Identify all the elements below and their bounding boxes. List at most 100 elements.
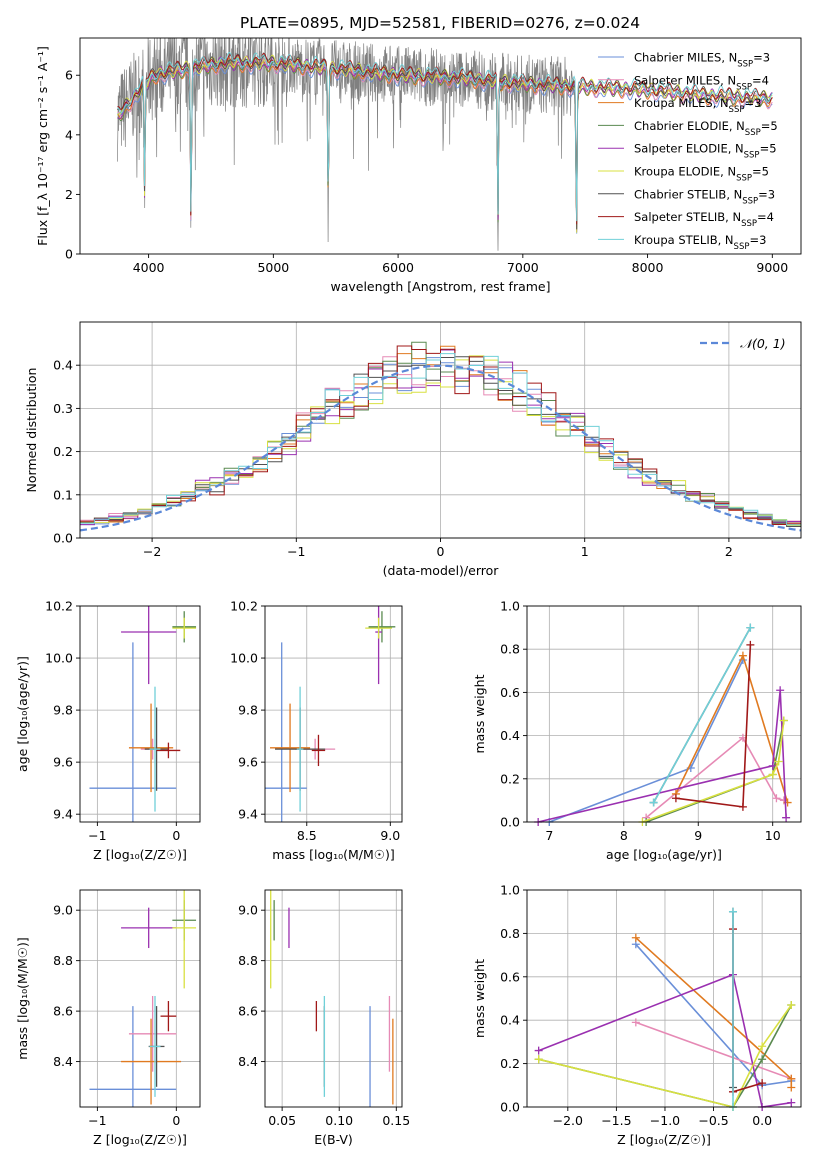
y-tick-label: 0.6 bbox=[500, 685, 520, 700]
age_vs_Z-frame bbox=[79, 605, 201, 823]
y-tick-label: 8.8 bbox=[238, 953, 258, 968]
weight-line-kroupa-miles bbox=[675, 653, 789, 803]
errorbar-salpeter-stelib bbox=[160, 1001, 177, 1032]
y-axis-label: Flux [f_λ 10⁻¹⁷ erg cm⁻² s⁻¹ A⁻¹] bbox=[35, 46, 50, 246]
weight_vs_age-frame bbox=[526, 605, 802, 823]
x-tick-label: 0 bbox=[437, 544, 445, 559]
y-tick-label: 0.8 bbox=[500, 642, 520, 657]
spectrum-model-salpeter-stelib bbox=[117, 53, 773, 225]
x-axis-label: wavelength [Angstrom, rest frame] bbox=[330, 279, 550, 294]
legend-entry-kroupa-elodie: Kroupa ELODIE, NSSP=5 bbox=[634, 165, 769, 184]
x-tick-label: 8000 bbox=[632, 260, 664, 275]
y-tick-label: 4 bbox=[65, 127, 73, 142]
y-tick-label: 9.8 bbox=[238, 703, 258, 718]
x-tick-label: 5000 bbox=[257, 260, 289, 275]
residuals-frame bbox=[79, 321, 802, 539]
weight-line-kroupa-elodie bbox=[642, 720, 785, 822]
weight-marker-salpeter-elodie bbox=[782, 813, 791, 822]
x-tick-label: 8.5 bbox=[297, 828, 317, 843]
x-tick-label: 7 bbox=[545, 828, 553, 843]
weight-line-chabrier-miles bbox=[549, 659, 744, 822]
weight-line-salpeter-miles bbox=[635, 1021, 792, 1080]
x-tick-label: −1.5 bbox=[601, 1113, 631, 1128]
x-tick-label: 6000 bbox=[382, 260, 414, 275]
y-tick-label: 6 bbox=[65, 68, 73, 83]
y-tick-label: 10.0 bbox=[45, 651, 73, 666]
weight-marker-salpeter-stelib bbox=[671, 794, 680, 803]
y-tick-label: 0.0 bbox=[500, 815, 520, 830]
x-axis-label: age [log₁₀(age/yr)] bbox=[606, 847, 722, 862]
weight-marker-kroupa-stelib bbox=[649, 798, 658, 807]
weight-marker-salpeter-elodie bbox=[787, 1098, 796, 1107]
weight-marker-chabrier-elodie bbox=[758, 1055, 767, 1064]
y-tick-label: 8.6 bbox=[53, 1004, 73, 1019]
y-tick-label: 9.4 bbox=[53, 807, 73, 822]
x-tick-label: 0 bbox=[172, 1113, 180, 1128]
weight-marker-kroupa-elodie bbox=[774, 757, 783, 766]
y-tick-label: 2 bbox=[65, 187, 73, 202]
errorbar-kroupa-elodie bbox=[365, 617, 392, 639]
axes-age_vs_mass: 8.5 9.0 9.4 9.6 9.8 10.0 10.2 mass [log₁₀(M/M☉)… bbox=[230, 599, 402, 862]
spectrum-model-kroupa-stelib bbox=[117, 51, 773, 222]
weight-marker-salpeter-stelib bbox=[738, 802, 747, 811]
spectrum-model-chabrier-miles bbox=[117, 59, 773, 234]
weight-marker-kroupa-stelib bbox=[746, 623, 755, 632]
x-tick-label: 1 bbox=[581, 544, 589, 559]
weight-marker-salpeter-miles bbox=[631, 1018, 640, 1027]
x-tick-label: 2 bbox=[725, 544, 733, 559]
age_vs_mass-frame bbox=[264, 605, 403, 823]
y-tick-label: 0.4 bbox=[500, 1013, 520, 1028]
errorbar-salpeter-elodie bbox=[121, 907, 177, 949]
axes-mass_vs_ebv: 0.05 0.10 0.15 8.4 8.6 8.8 9.0 E(B-V) bbox=[238, 890, 410, 1147]
errorbar-kroupa-stelib bbox=[296, 686, 304, 812]
x-tick-label: 8 bbox=[620, 828, 628, 843]
axes-weight_vs_Z: −2.0 −1.5 −1.0 −0.5 0.0 0.0 0.2 0.4 0.6 0.8 1.0 Z [… bbox=[472, 883, 801, 1147]
weight-marker-kroupa-miles bbox=[787, 1083, 796, 1092]
y-tick-label: 10.2 bbox=[230, 599, 258, 614]
y-tick-label: 0.0 bbox=[53, 531, 73, 546]
errorbar-salpeter-stelib bbox=[156, 742, 181, 759]
errorbar-salpeter-stelib bbox=[311, 734, 326, 767]
y-tick-label: 8.4 bbox=[238, 1054, 258, 1069]
errorbar-salpeter-elodie bbox=[121, 606, 177, 685]
y-tick-label: 0.1 bbox=[53, 487, 73, 502]
weight-line-salpeter-elodie bbox=[538, 690, 787, 822]
x-tick-label: 0.0 bbox=[752, 1113, 772, 1128]
spectrum-legend: Chabrier MILES, NSSP=3 Salpeter MILES, NS… bbox=[598, 51, 778, 252]
y-tick-label: 9.4 bbox=[238, 807, 258, 822]
y-tick-label: 8.6 bbox=[238, 1004, 258, 1019]
errorbar-kroupa-stelib bbox=[149, 686, 161, 812]
weight-marker-salpeter-miles bbox=[772, 794, 781, 803]
y-tick-label: 0.8 bbox=[500, 926, 520, 941]
x-tick-label: −1 bbox=[88, 1113, 106, 1128]
y-tick-label: 10.2 bbox=[45, 599, 73, 614]
axes-spectrum: 4000 5000 6000 7000 8000 9000 0 2 4 6 wavelength [… bbox=[35, 46, 788, 294]
axes-residuals: −2 −1 0 1 2 0.0 0.1 0.2 0.3 0.4 (data-model)/error… bbox=[24, 322, 801, 578]
y-tick-label: 9.8 bbox=[53, 703, 73, 718]
weight-marker-salpeter-elodie bbox=[768, 761, 777, 770]
y-tick-label: 0.3 bbox=[53, 401, 73, 416]
x-tick-label: 7000 bbox=[507, 260, 539, 275]
y-tick-label: 9.6 bbox=[53, 755, 73, 770]
x-axis-label: E(B-V) bbox=[314, 1132, 353, 1147]
normal-curve-line bbox=[79, 364, 802, 532]
weight-marker-kroupa-miles bbox=[738, 651, 747, 660]
weight-marker-kroupa-stelib bbox=[728, 907, 737, 916]
x-tick-label: 0.10 bbox=[325, 1113, 353, 1128]
residual-hist-kroupa-stelib bbox=[80, 353, 801, 526]
weight-marker-salpeter-stelib bbox=[746, 640, 755, 649]
legend-entry-kroupa-miles: Kroupa MILES, NSSP=3 bbox=[634, 96, 761, 115]
y-tick-label: 0.4 bbox=[53, 358, 73, 373]
axes-weight_vs_age: 7 8 9 10 0.0 0.2 0.4 0.6 0.8 1.0 age [log₁₀(age/yr… bbox=[472, 599, 801, 862]
weight-marker-salpeter-elodie bbox=[534, 1046, 543, 1055]
spectrum-data-line bbox=[117, 38, 577, 251]
y-axis-label: mass [log₁₀(M/M☉)] bbox=[15, 937, 30, 1059]
mass_vs_ebv-frame bbox=[264, 889, 403, 1108]
y-axis-label: mass weight bbox=[472, 959, 487, 1038]
x-axis-label: Z [log₁₀(Z/Z☉)] bbox=[617, 1132, 711, 1147]
weight-line-salpeter-miles bbox=[645, 736, 785, 819]
y-tick-label: 1.0 bbox=[500, 883, 520, 898]
y-tick-label: 0.6 bbox=[500, 969, 520, 984]
spectrum-frame bbox=[79, 37, 802, 255]
x-axis-label: Z [log₁₀(Z/Z☉)] bbox=[93, 847, 187, 862]
